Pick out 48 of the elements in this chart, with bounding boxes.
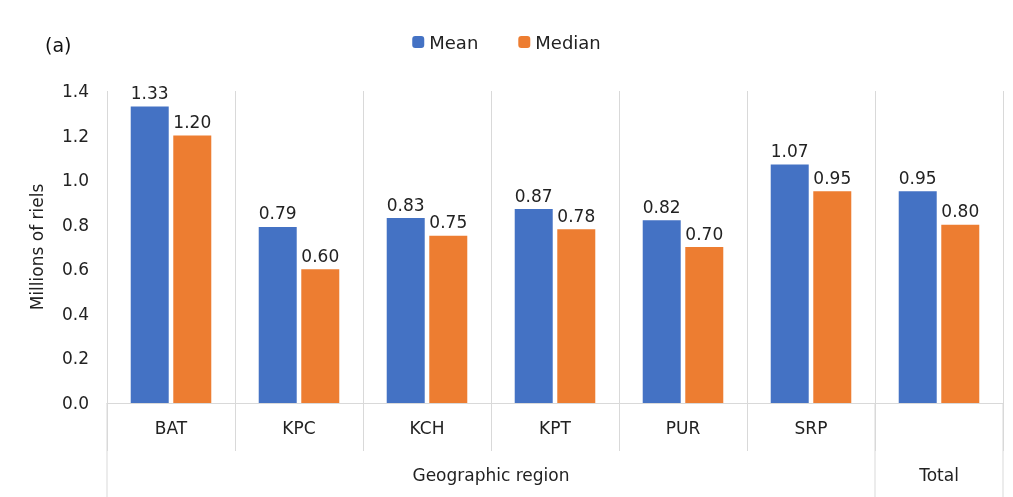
- bar: [386, 218, 425, 403]
- legend-label: Median: [535, 31, 601, 53]
- bar: [941, 224, 980, 403]
- x-tick-label: PUR: [665, 417, 701, 438]
- data-label: 0.83: [386, 194, 425, 215]
- data-label: 0.95: [813, 167, 852, 188]
- y-tick-label: 0.0: [61, 393, 89, 413]
- bar: [429, 235, 468, 403]
- x-tick-label: KPT: [539, 417, 572, 438]
- bar: [301, 269, 340, 403]
- bar: [173, 135, 212, 403]
- data-label: 0.79: [258, 203, 297, 224]
- data-label: 0.82: [642, 196, 681, 217]
- data-label: 0.87: [514, 185, 553, 206]
- data-label: 0.80: [941, 201, 980, 222]
- x-tick-label: KCH: [409, 417, 445, 438]
- data-label: 1.07: [770, 141, 809, 162]
- y-tick-label: 0.2: [61, 348, 89, 369]
- data-label: 0.78: [557, 205, 596, 226]
- bar: [130, 106, 169, 403]
- data-label: 0.70: [685, 223, 724, 244]
- bar: [514, 209, 553, 403]
- bar: [557, 229, 596, 403]
- y-tick-label: 1.0: [61, 170, 89, 191]
- bar: [258, 226, 297, 403]
- data-label: 0.75: [429, 212, 468, 233]
- text: Total: [918, 464, 959, 485]
- bar: [898, 191, 937, 403]
- chart-title: (a): [45, 33, 72, 56]
- y-axis-title: Millions of riels: [26, 183, 47, 311]
- legend-label: Mean: [429, 31, 479, 53]
- bar: [813, 191, 852, 403]
- x-tick-label: KPC: [282, 417, 316, 438]
- data-label: 0.95: [898, 167, 937, 188]
- y-tick-label: 0.4: [61, 303, 89, 324]
- y-tick-label: 1.2: [61, 125, 89, 146]
- x-tick-label: SRP: [794, 417, 828, 438]
- x-tick-label: BAT: [154, 417, 188, 438]
- y-tick-label: 1.4: [61, 81, 89, 101]
- data-label: 1.33: [130, 83, 169, 104]
- y-tick-label: 0.8: [61, 214, 89, 235]
- bar: [770, 164, 809, 403]
- bar: [642, 220, 681, 403]
- y-tick-label: 0.6: [61, 259, 89, 280]
- data-label: 0.60: [301, 245, 340, 266]
- data-label: 1.20: [173, 112, 212, 133]
- bar: [685, 247, 724, 403]
- text: Geographic region: [412, 464, 570, 485]
